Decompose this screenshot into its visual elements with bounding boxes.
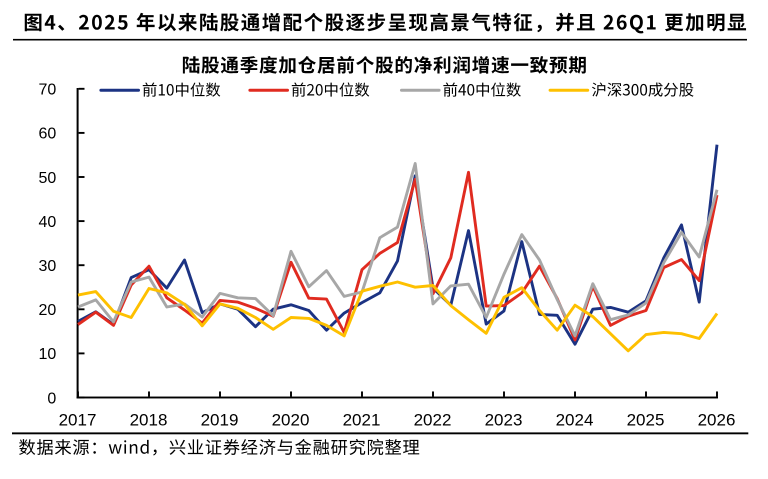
svg-text:2019: 2019 (201, 410, 239, 429)
svg-text:2018: 2018 (130, 410, 168, 429)
svg-text:60: 60 (39, 126, 57, 143)
svg-text:10: 10 (39, 346, 57, 363)
svg-text:40: 40 (39, 214, 57, 231)
svg-text:2017: 2017 (59, 410, 97, 429)
svg-text:2024: 2024 (556, 410, 594, 429)
svg-text:2020: 2020 (272, 410, 310, 429)
svg-text:30: 30 (39, 258, 57, 275)
svg-text:50: 50 (39, 170, 57, 187)
svg-text:20: 20 (39, 302, 57, 319)
svg-text:2025: 2025 (627, 410, 665, 429)
svg-text:2026: 2026 (698, 410, 736, 429)
svg-text:2023: 2023 (485, 410, 523, 429)
svg-text:2022: 2022 (414, 410, 452, 429)
svg-text:70: 70 (39, 82, 57, 99)
svg-text:0: 0 (47, 390, 56, 407)
svg-text:2021: 2021 (343, 410, 381, 429)
